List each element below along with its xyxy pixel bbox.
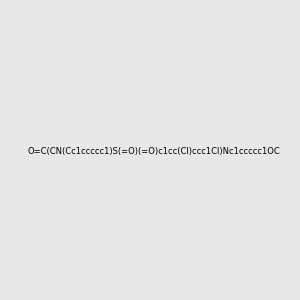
Text: O=C(CN(Cc1ccccc1)S(=O)(=O)c1cc(Cl)ccc1Cl)Nc1ccccc1OC: O=C(CN(Cc1ccccc1)S(=O)(=O)c1cc(Cl)ccc1Cl… bbox=[27, 147, 280, 156]
